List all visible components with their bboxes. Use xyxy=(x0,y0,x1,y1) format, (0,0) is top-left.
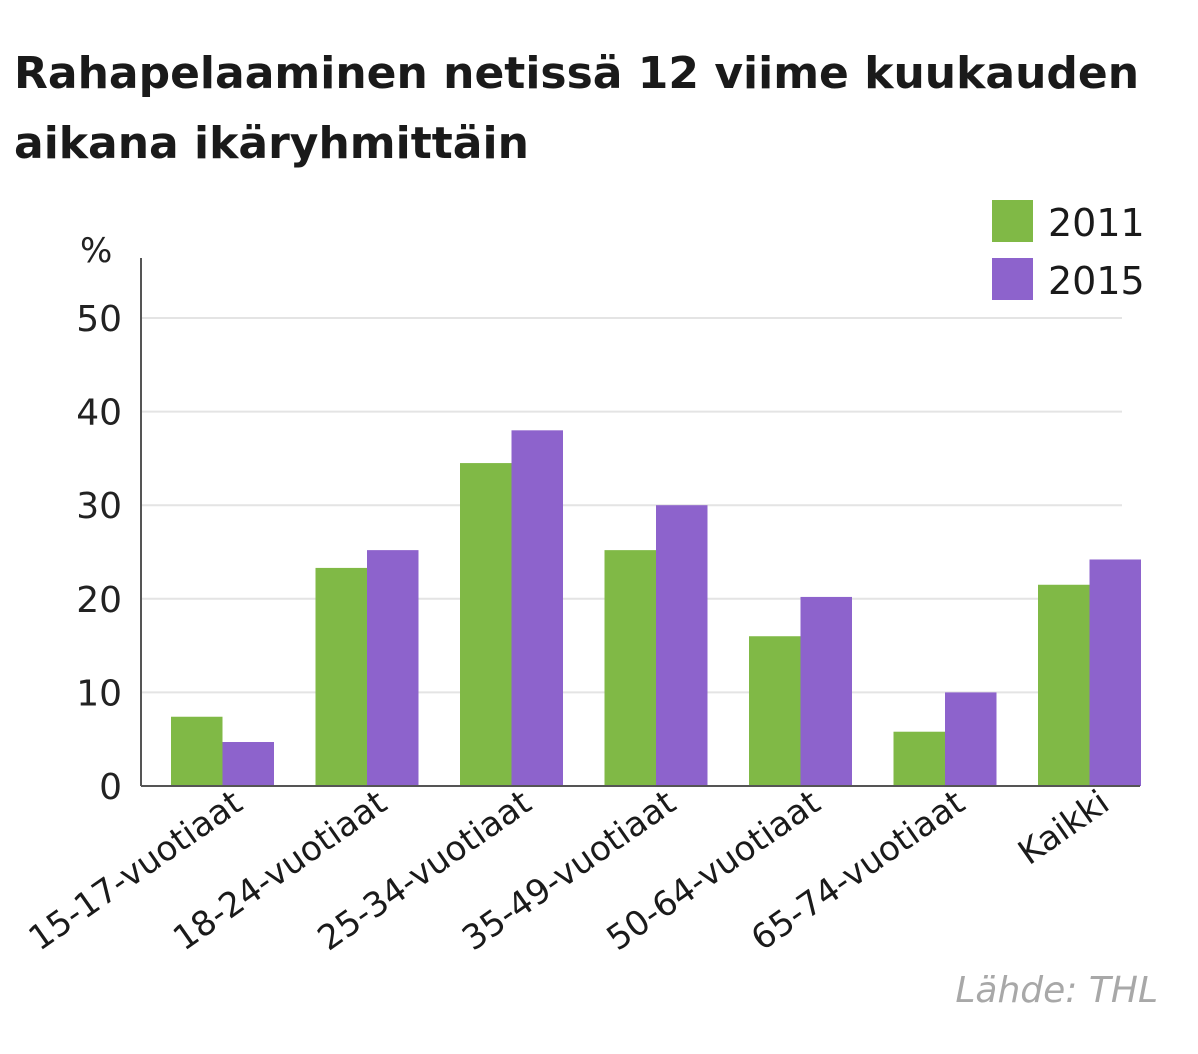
legend-swatch-2011 xyxy=(992,200,1033,242)
bars xyxy=(171,430,1141,786)
y-axis-ticks: 0 10 20 30 40 50 xyxy=(76,299,122,808)
bar-2011-25-34-vuotiaat xyxy=(460,463,512,786)
bar-2011-65-74-vuotiaat xyxy=(893,731,945,786)
bar-2015-15-17-vuotiaat xyxy=(222,742,274,786)
x-axis-categories: 15-17-vuotiaat18-24-vuotiaat25-34-vuotia… xyxy=(22,783,1117,959)
y-tick-label: 30 xyxy=(76,486,122,527)
legend: 2011 2015 xyxy=(992,200,1145,303)
y-axis-unit: % xyxy=(80,231,112,271)
bar-2015-25-34-vuotiaat xyxy=(511,430,563,786)
source-note: Lähde: THL xyxy=(955,970,1158,1011)
chart-title: Rahapelaaminen netissä 12 viime kuukaude… xyxy=(14,48,1139,169)
bar-2015-18-24-vuotiaat xyxy=(367,550,419,786)
bar-2015-50-64-vuotiaat xyxy=(800,596,852,786)
y-tick-label: 0 xyxy=(99,767,122,808)
bar-2011-50-64-vuotiaat xyxy=(749,636,801,786)
legend-label-2015: 2015 xyxy=(1048,259,1145,303)
x-category-label: Kaikki xyxy=(1011,783,1117,874)
legend-label-2011: 2011 xyxy=(1048,201,1145,245)
bar-2011-18-24-vuotiaat xyxy=(315,567,367,786)
chart-title-line-2: aikana ikäryhmittäin xyxy=(14,118,529,169)
bar-2011-35-49-vuotiaat xyxy=(604,550,656,786)
legend-swatch-2015 xyxy=(992,258,1033,300)
y-tick-label: 40 xyxy=(76,393,122,434)
bar-2015-65-74-vuotiaat xyxy=(945,692,997,786)
bar-2015-Kaikki xyxy=(1089,559,1141,786)
chart-title-line-1: Rahapelaaminen netissä 12 viime kuukaude… xyxy=(14,48,1139,99)
bar-2015-35-49-vuotiaat xyxy=(656,505,708,786)
y-tick-label: 50 xyxy=(76,299,122,340)
y-tick-label: 10 xyxy=(76,673,122,714)
y-tick-label: 20 xyxy=(76,580,122,621)
bar-2011-15-17-vuotiaat xyxy=(171,716,223,786)
bar-2011-Kaikki xyxy=(1038,584,1090,786)
